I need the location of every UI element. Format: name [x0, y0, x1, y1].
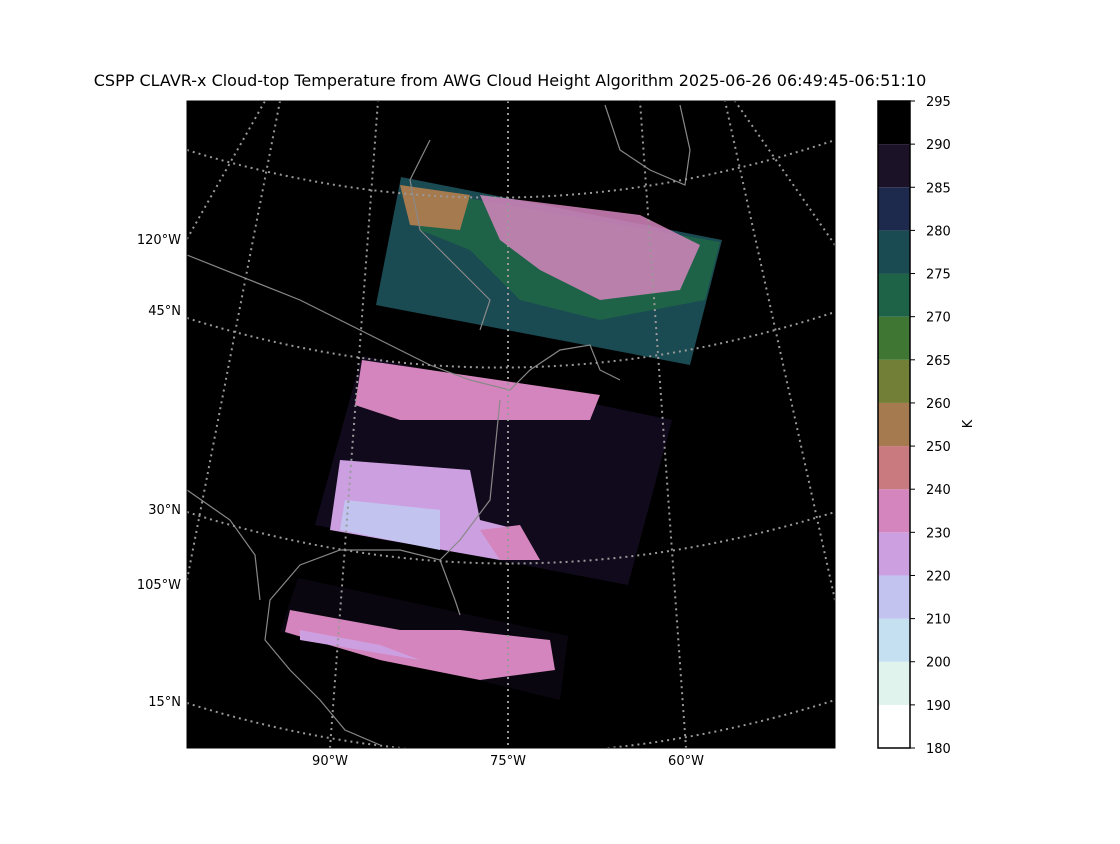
meridian — [329, 101, 379, 748]
cloud-region — [285, 610, 555, 680]
colorbar-tick-label: 210 — [926, 613, 951, 628]
colorbar-tick-label: 295 — [926, 95, 951, 110]
colorbar-tick-label: 230 — [926, 526, 951, 541]
cloud-region — [300, 630, 420, 660]
colorbar-tick-label: 240 — [926, 483, 951, 498]
coastline — [604, 104, 691, 186]
coastline — [187, 489, 261, 601]
colorbar-label: K — [961, 419, 976, 428]
colorbar-tick-label: 275 — [926, 268, 951, 283]
coastline — [439, 559, 461, 616]
colorbar-frame — [877, 100, 911, 749]
colorbar-tick-label: 250 — [926, 440, 951, 455]
colorbar-tick-label: 190 — [926, 699, 951, 714]
colorbar-tick-label: 265 — [926, 354, 951, 369]
map-label: 30°N — [148, 503, 181, 518]
colorbar-tick-label: 290 — [926, 138, 951, 153]
map-label: 15°N — [148, 695, 181, 710]
coastline — [409, 139, 491, 331]
colorbar-tick-label: 220 — [926, 569, 951, 584]
colorbar-segment — [878, 704, 910, 748]
coastline — [187, 254, 621, 391]
colorbar-segment — [878, 359, 910, 403]
colorbar-segment — [878, 446, 910, 490]
title: CSPP CLAVR-x Cloud-top Temperature from … — [94, 71, 927, 90]
colorbar-tick-label: 285 — [926, 181, 951, 196]
cloud-region — [355, 360, 600, 420]
colorbar-segment — [878, 532, 910, 576]
cloud-region — [480, 525, 540, 560]
colorbar-tick-label: 270 — [926, 311, 951, 326]
colorbar-tick-label: 200 — [926, 656, 951, 671]
colorbar-segment — [878, 144, 910, 188]
meridian — [187, 101, 266, 240]
colorbar-tick-label: 260 — [926, 397, 951, 412]
coastline — [264, 399, 501, 746]
colorbar-segment — [878, 101, 910, 145]
map-label: 105°W — [137, 578, 181, 593]
colorbar-segment — [878, 316, 910, 360]
meridian — [724, 101, 835, 601]
colorbar-segment — [878, 489, 910, 533]
colorbar-tick-label: 280 — [926, 224, 951, 239]
map-label: 120°W — [137, 233, 181, 248]
colorbar-segment — [878, 661, 910, 705]
map-frame — [186, 100, 836, 749]
map-label: 45°N — [148, 304, 181, 319]
colorbar-segment — [878, 402, 910, 447]
map — [187, 101, 835, 748]
map-label: 75°W — [490, 754, 526, 769]
colorbar-tick-label: 180 — [926, 742, 951, 757]
map-label: 60°W — [668, 754, 704, 769]
colorbar-segment — [878, 618, 910, 662]
map-label: 90°W — [312, 754, 348, 769]
meridian — [639, 101, 687, 748]
cloud-region — [340, 500, 440, 550]
colorbar-segment — [878, 187, 910, 231]
colorbar-segment — [878, 230, 910, 274]
colorbar-segment — [878, 575, 910, 619]
cloud-region — [480, 195, 700, 300]
colorbar-segment — [878, 273, 910, 317]
